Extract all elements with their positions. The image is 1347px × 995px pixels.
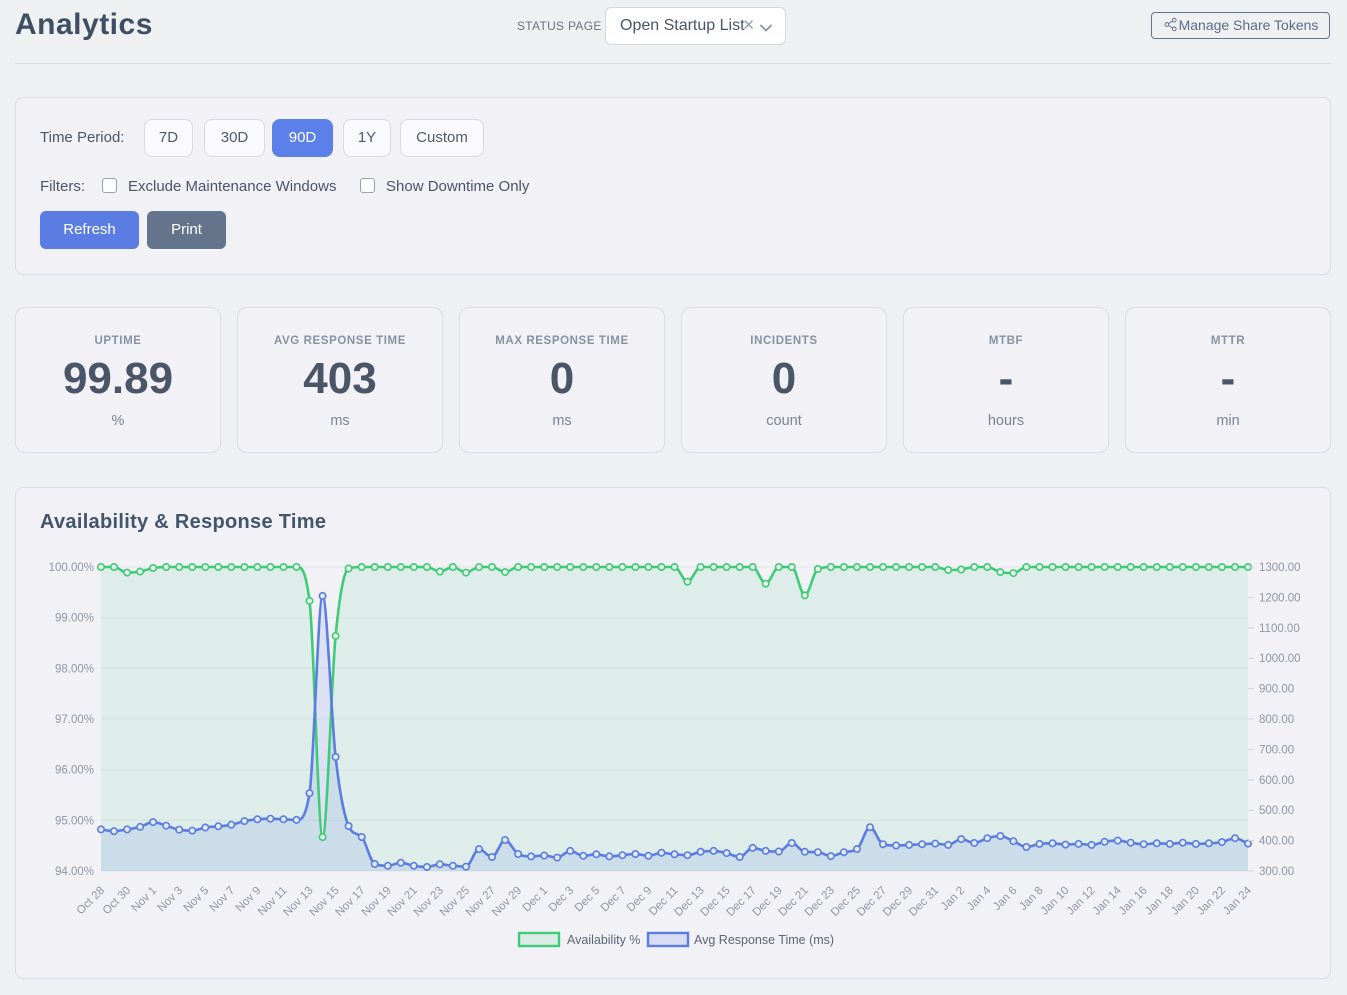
svg-text:Jan 12: Jan 12 <box>1065 885 1098 918</box>
svg-text:96.00%: 96.00% <box>55 765 94 777</box>
svg-text:Dec 31: Dec 31 <box>907 885 941 919</box>
svg-text:Nov 3: Nov 3 <box>156 885 186 915</box>
svg-text:99.00%: 99.00% <box>55 613 94 625</box>
svg-text:Jan 16: Jan 16 <box>1117 885 1150 918</box>
svg-text:94.00%: 94.00% <box>55 866 94 878</box>
svg-text:Avg Response Time (ms): Avg Response Time (ms) <box>694 933 834 947</box>
svg-text:Nov 29: Nov 29 <box>490 885 524 919</box>
svg-text:Nov 7: Nov 7 <box>208 885 238 915</box>
svg-text:Jan 2: Jan 2 <box>939 885 967 913</box>
svg-text:Jan 20: Jan 20 <box>1169 885 1202 918</box>
svg-text:Jan 4: Jan 4 <box>965 884 994 913</box>
svg-text:Dec 1: Dec 1 <box>521 885 551 915</box>
svg-text:300.00: 300.00 <box>1259 866 1294 878</box>
svg-text:98.00%: 98.00% <box>55 663 94 675</box>
svg-text:400.00: 400.00 <box>1259 836 1294 848</box>
svg-text:Nov 5: Nov 5 <box>182 885 212 915</box>
svg-text:700.00: 700.00 <box>1259 744 1294 756</box>
svg-text:Nov 1: Nov 1 <box>129 885 159 915</box>
svg-text:95.00%: 95.00% <box>55 815 94 827</box>
svg-text:Dec 5: Dec 5 <box>573 885 603 915</box>
svg-text:Jan 24: Jan 24 <box>1221 884 1254 917</box>
svg-text:Dec 7: Dec 7 <box>599 885 629 915</box>
svg-text:Jan 6: Jan 6 <box>991 885 1019 913</box>
svg-text:900.00: 900.00 <box>1259 684 1294 696</box>
svg-text:97.00%: 97.00% <box>55 714 94 726</box>
svg-text:1300.00: 1300.00 <box>1259 562 1301 574</box>
svg-text:Jan 22: Jan 22 <box>1195 885 1228 918</box>
svg-text:100.00%: 100.00% <box>49 562 94 574</box>
svg-text:Oct 30: Oct 30 <box>101 885 133 917</box>
svg-text:Dec 3: Dec 3 <box>547 885 577 915</box>
svg-text:1200.00: 1200.00 <box>1259 592 1301 604</box>
svg-text:800.00: 800.00 <box>1259 714 1294 726</box>
svg-text:Jan 18: Jan 18 <box>1143 885 1176 918</box>
svg-text:Jan 10: Jan 10 <box>1039 885 1072 918</box>
svg-text:500.00: 500.00 <box>1259 805 1294 817</box>
svg-text:600.00: 600.00 <box>1259 775 1294 787</box>
svg-text:Availability %: Availability % <box>567 933 640 947</box>
svg-text:1100.00: 1100.00 <box>1259 623 1300 635</box>
svg-text:Oct 28: Oct 28 <box>75 885 107 917</box>
svg-text:1000.00: 1000.00 <box>1259 653 1301 665</box>
